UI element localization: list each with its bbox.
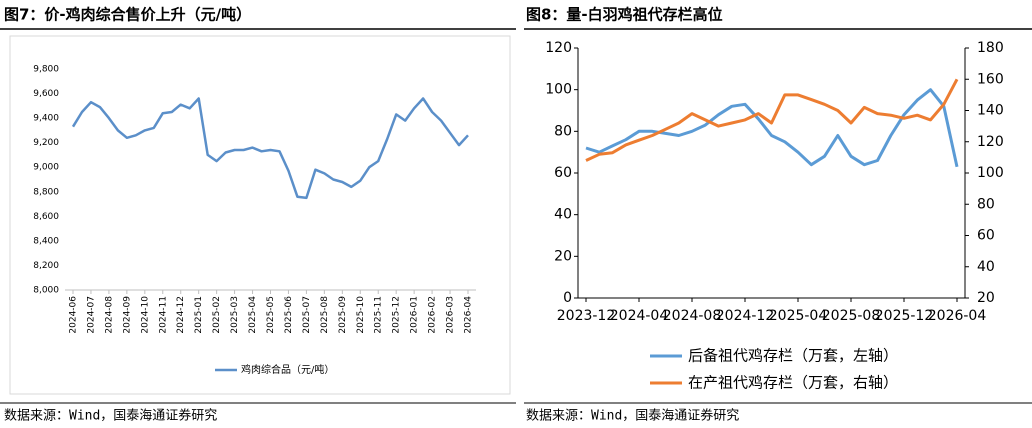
legend-label: 在产祖代鸡存栏（万套，右轴）: [688, 374, 898, 392]
x-tick-label: 2025-09: [338, 296, 348, 334]
x-tick-label: 2025-08: [822, 308, 881, 324]
y-tick-label: 8,400: [33, 236, 59, 246]
y-tick-label: 120: [545, 40, 572, 56]
series-line: [585, 88, 959, 168]
x-tick-label: 2026-03: [446, 296, 456, 334]
chart-title: 图8：量-白羽鸡祖代存栏高位: [526, 6, 723, 24]
x-tick-label: 2025-11: [374, 296, 384, 334]
x-tick-label: 2025-04: [248, 296, 258, 334]
y-tick-label: 20: [554, 248, 572, 264]
y-tick-label: 9,800: [33, 65, 59, 75]
y2-tick-label: 100: [977, 165, 1004, 181]
x-tick-label: 2024-06: [69, 296, 79, 334]
x-tick-label: 2024-12: [176, 296, 186, 334]
x-tick-label: 2024-07: [86, 296, 96, 334]
x-tick-label: 2024-11: [158, 296, 168, 334]
legend-label: 后备祖代鸡存栏（万套，左轴）: [688, 347, 898, 365]
series-line: [585, 78, 959, 162]
y-tick-label: 0: [563, 290, 572, 306]
y2-tick-label: 120: [977, 134, 1004, 150]
x-tick-label: 2026-02: [428, 296, 438, 334]
y-tick-label: 8,200: [33, 261, 59, 271]
x-tick-label: 2024-08: [663, 308, 722, 324]
y-tick-label: 9,000: [33, 163, 59, 173]
x-tick-label: 2025-10: [356, 296, 366, 334]
y-tick-label: 60: [554, 165, 572, 181]
x-tick-label: 2026-01: [410, 296, 420, 334]
chart-frame: [9, 35, 511, 395]
source: 数据来源：Wind，国泰海通证券研究: [526, 408, 739, 424]
chart-title: 图7：价-鸡肉综合售价上升（元/吨）: [4, 6, 251, 24]
x-tick-label: 2026-04: [464, 296, 474, 334]
y-tick-label: 8,000: [33, 286, 59, 296]
x-tick-label: 2025-07: [302, 296, 312, 334]
x-tick-label: 2023-12: [557, 308, 616, 324]
series-line: [71, 97, 469, 200]
legend-label: 鸡肉综合品（元/吨）: [241, 363, 334, 376]
y-tick-label: 100: [545, 82, 572, 98]
x-tick-label: 2024-04: [610, 308, 669, 324]
x-tick-label: 2025-03: [230, 296, 240, 334]
y-tick-label: 9,600: [33, 89, 59, 99]
x-tick-label: 2025-06: [284, 296, 294, 334]
y2-tick-label: 60: [977, 228, 995, 244]
x-tick-label: 2024-08: [104, 296, 114, 334]
x-tick-label: 2025-12: [875, 308, 934, 324]
x-tick-label: 2025-02: [212, 296, 222, 334]
y2-tick-label: 40: [977, 259, 995, 275]
x-tick-label: 2025-12: [392, 296, 402, 334]
source: 数据来源：Wind，国泰海通证券研究: [4, 408, 217, 424]
x-tick-label: 2024-09: [122, 296, 132, 334]
y-tick-label: 9,400: [33, 114, 59, 124]
x-tick-label: 2025-05: [266, 296, 276, 334]
y-tick-label: 80: [554, 123, 572, 139]
x-tick-label: 2025-08: [320, 296, 330, 334]
x-tick-label: 2024-10: [140, 296, 150, 334]
y-tick-label: 9,200: [33, 138, 59, 148]
x-tick-label: 2025-01: [194, 296, 204, 334]
y-tick-label: 40: [554, 207, 572, 223]
y2-tick-label: 80: [977, 196, 995, 212]
y-tick-label: 8,800: [33, 187, 59, 197]
x-tick-label: 2024-12: [716, 308, 775, 324]
y2-tick-label: 140: [977, 103, 1004, 119]
x-tick-label: 2025-04: [769, 308, 828, 324]
title-bar: [0, 0, 516, 28]
x-tick-label: 2026-04: [928, 308, 987, 324]
y2-tick-label: 180: [977, 40, 1004, 56]
y-tick-label: 8,600: [33, 212, 59, 222]
y2-tick-label: 20: [977, 290, 995, 306]
y2-tick-label: 160: [977, 71, 1004, 87]
